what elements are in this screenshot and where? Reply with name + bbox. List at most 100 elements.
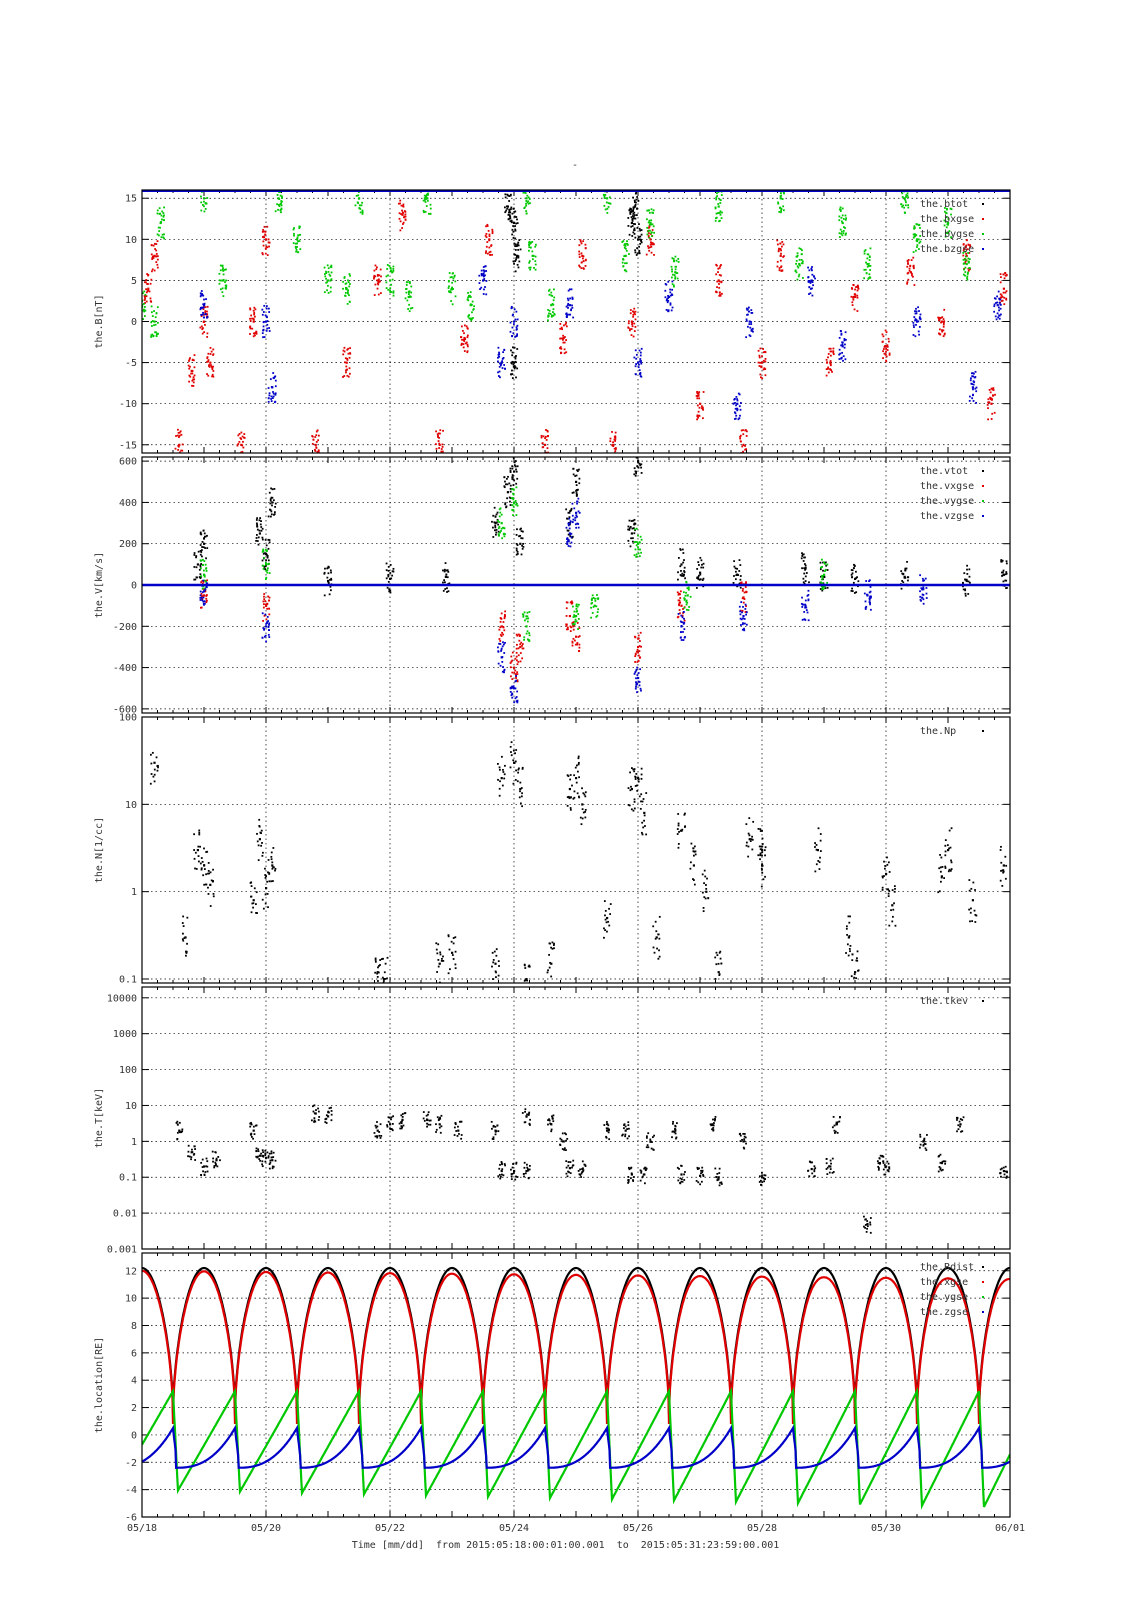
y-axis-label: the.V[km/s] xyxy=(94,552,105,618)
data-point xyxy=(912,275,914,278)
data-point xyxy=(355,184,357,186)
data-point xyxy=(501,357,504,360)
data-point xyxy=(261,332,264,335)
data-point xyxy=(138,292,140,294)
data-point xyxy=(757,349,760,352)
data-point xyxy=(389,572,392,574)
data-point xyxy=(461,329,464,332)
data-point xyxy=(651,235,653,237)
data-point xyxy=(518,767,520,770)
data-point xyxy=(517,266,520,269)
data-point xyxy=(323,571,326,574)
data-point xyxy=(251,327,254,330)
data-point xyxy=(239,454,241,456)
data-point xyxy=(344,282,347,285)
data-point xyxy=(946,844,949,847)
data-point xyxy=(267,515,270,518)
data-point xyxy=(913,326,915,328)
data-point xyxy=(547,434,549,437)
data-point xyxy=(638,249,641,252)
data-point xyxy=(527,200,530,203)
data-point xyxy=(242,440,244,443)
data-point xyxy=(384,978,387,980)
data-point xyxy=(480,274,483,277)
data-point xyxy=(193,366,196,369)
data-point xyxy=(635,198,638,201)
data-point xyxy=(514,355,517,358)
data-point xyxy=(498,365,501,368)
data-point xyxy=(669,303,672,306)
legend-marker xyxy=(982,730,984,732)
data-point xyxy=(206,357,209,360)
data-point xyxy=(402,221,405,224)
data-point xyxy=(401,213,404,216)
data-point xyxy=(491,232,494,235)
data-point xyxy=(442,589,445,592)
data-point xyxy=(745,336,748,339)
data-point xyxy=(825,368,828,371)
data-point xyxy=(510,687,513,690)
data-point xyxy=(683,619,686,622)
data-point xyxy=(918,242,921,244)
data-point xyxy=(764,360,767,363)
data-point xyxy=(492,978,494,980)
data-point xyxy=(906,282,908,285)
data-point xyxy=(966,273,969,275)
data-point xyxy=(153,773,156,776)
data-point xyxy=(525,212,528,215)
data-point xyxy=(264,548,267,551)
data-point xyxy=(200,313,203,316)
data-point xyxy=(209,883,212,886)
data-point xyxy=(257,844,260,847)
data-point xyxy=(385,569,388,572)
data-point xyxy=(330,264,333,267)
data-point xyxy=(271,867,274,870)
data-point xyxy=(780,211,782,214)
data-point xyxy=(670,309,673,312)
data-point xyxy=(638,360,641,363)
data-point xyxy=(1002,864,1005,867)
data-point xyxy=(255,539,258,542)
data-point xyxy=(633,211,636,214)
data-point xyxy=(575,607,578,610)
data-point xyxy=(999,297,1002,299)
data-point xyxy=(612,443,615,446)
data-point xyxy=(575,603,578,606)
data-point xyxy=(387,274,389,277)
data-point xyxy=(500,513,503,516)
data-point xyxy=(315,440,318,443)
data-point xyxy=(625,270,628,273)
data-point xyxy=(323,594,326,597)
data-point xyxy=(918,333,921,336)
data-point xyxy=(828,347,831,350)
data-point xyxy=(971,375,974,378)
data-point xyxy=(385,562,388,565)
data-point xyxy=(514,460,517,462)
data-point xyxy=(488,233,491,236)
data-point xyxy=(243,433,246,435)
data-point xyxy=(565,623,568,626)
data-point xyxy=(203,200,205,203)
data-point xyxy=(199,306,202,309)
y-tick-label: -10 xyxy=(119,399,137,410)
data-point xyxy=(821,587,824,590)
data-point xyxy=(635,201,637,204)
data-point xyxy=(676,833,679,835)
data-point xyxy=(222,279,225,281)
data-point xyxy=(573,610,576,613)
data-point xyxy=(746,313,748,316)
data-point xyxy=(150,773,153,775)
data-point xyxy=(612,441,614,444)
data-point xyxy=(742,622,744,625)
data-point xyxy=(844,233,847,236)
data-point xyxy=(964,260,967,263)
data-point xyxy=(694,853,697,856)
data-point xyxy=(696,415,699,418)
data-point xyxy=(868,580,870,583)
data-point xyxy=(780,209,783,212)
data-point xyxy=(839,228,842,231)
data-point xyxy=(265,305,268,308)
data-point xyxy=(438,443,441,446)
data-point xyxy=(733,560,736,563)
data-point xyxy=(274,385,277,388)
